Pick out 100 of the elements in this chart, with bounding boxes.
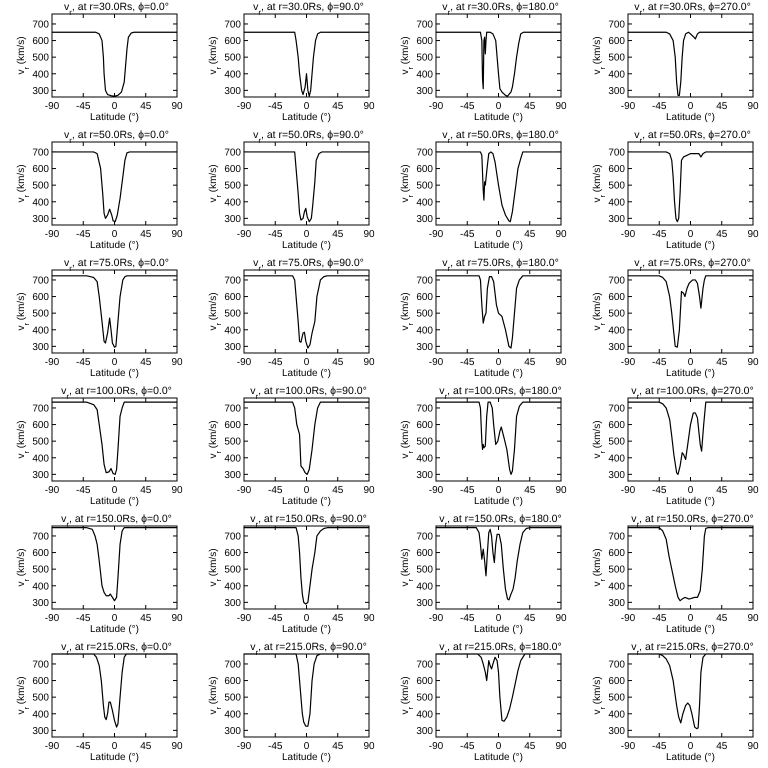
y-tick-label: 500 <box>224 436 242 448</box>
x-tick-label: 0 <box>496 741 502 752</box>
y-tick-label: 700 <box>608 403 626 414</box>
x-axis-title: Latitude (°) <box>474 368 524 379</box>
y-tick-label: 500 <box>608 308 626 320</box>
y-tick-label: 700 <box>224 19 242 30</box>
y-tick-label: 700 <box>416 403 434 414</box>
x-axis-title: Latitude (°) <box>90 240 140 251</box>
y-tick-label: 500 <box>224 180 242 192</box>
y-tick-label: 500 <box>608 52 626 64</box>
y-tick-label: 700 <box>416 275 434 286</box>
x-tick-label: 90 <box>171 741 183 752</box>
y-tick-label: 700 <box>224 147 242 158</box>
x-tick-label: 45 <box>524 229 536 240</box>
y-tick-label: 400 <box>224 709 242 720</box>
x-tick-label: 90 <box>171 357 183 368</box>
x-tick-label: 90 <box>171 613 183 624</box>
y-tick-label: 700 <box>224 275 242 286</box>
x-axis-title: Latitude (°) <box>282 752 332 763</box>
x-tick-label: 90 <box>747 741 759 752</box>
x-axis-title: Latitude (°) <box>666 112 716 123</box>
x-tick-label: -90 <box>620 357 636 368</box>
y-tick-label: 300 <box>416 86 434 97</box>
y-tick-label: 400 <box>224 325 242 336</box>
x-tick-label: -45 <box>460 229 475 240</box>
x-axis-title: Latitude (°) <box>282 368 332 379</box>
y-tick-label: 300 <box>416 470 434 481</box>
x-tick-label: 45 <box>140 357 152 368</box>
y-tick-label: 500 <box>32 308 50 320</box>
y-tick-label: 500 <box>224 564 242 576</box>
y-tick-label: 300 <box>224 86 242 97</box>
y-tick-label: 600 <box>32 420 50 432</box>
x-tick-label: 0 <box>688 229 694 240</box>
x-tick-label: 90 <box>747 357 759 368</box>
x-tick-label: -90 <box>236 613 252 624</box>
y-tick-label: 300 <box>416 342 434 353</box>
x-tick-label: -45 <box>268 485 283 496</box>
x-tick-label: 0 <box>496 101 502 112</box>
x-axis-title: Latitude (°) <box>474 240 524 251</box>
y-tick-label: 300 <box>416 598 434 609</box>
y-tick-label: 600 <box>416 292 434 304</box>
x-tick-label: 0 <box>688 485 694 496</box>
x-axis-title: Latitude (°) <box>666 368 716 379</box>
y-tick-label: 700 <box>32 659 50 670</box>
y-tick-label: 700 <box>608 275 626 286</box>
x-tick-label: -45 <box>268 229 283 240</box>
x-tick-label: -90 <box>620 229 636 240</box>
y-tick-label: 600 <box>224 676 242 688</box>
y-tick-label: 400 <box>416 581 434 592</box>
x-tick-label: 90 <box>171 229 183 240</box>
x-tick-label: 0 <box>496 357 502 368</box>
x-tick-label: 0 <box>688 357 694 368</box>
x-axis-title: Latitude (°) <box>282 240 332 251</box>
x-tick-label: -45 <box>652 613 667 624</box>
y-tick-label: 300 <box>608 342 626 353</box>
y-tick-label: 300 <box>32 86 50 97</box>
y-tick-label: 600 <box>224 36 242 48</box>
x-axis-title: Latitude (°) <box>474 496 524 507</box>
y-tick-label: 600 <box>608 292 626 304</box>
x-tick-label: -90 <box>44 613 60 624</box>
y-tick-label: 700 <box>32 531 50 542</box>
y-tick-label: 500 <box>32 180 50 192</box>
y-tick-label: 300 <box>608 214 626 225</box>
x-tick-label: -45 <box>652 101 667 112</box>
x-axis-title: Latitude (°) <box>90 624 140 635</box>
x-tick-label: 90 <box>363 357 375 368</box>
x-tick-label: 0 <box>688 101 694 112</box>
x-tick-label: 0 <box>496 485 502 496</box>
x-axis-title: Latitude (°) <box>282 112 332 123</box>
x-tick-label: -90 <box>620 613 636 624</box>
x-tick-label: 45 <box>524 485 536 496</box>
x-tick-label: -45 <box>460 485 475 496</box>
x-tick-label: 90 <box>555 357 567 368</box>
x-tick-label: 45 <box>716 741 728 752</box>
x-tick-label: 90 <box>747 613 759 624</box>
y-tick-label: 400 <box>608 581 626 592</box>
y-tick-label: 300 <box>416 726 434 737</box>
x-tick-label: 0 <box>304 101 310 112</box>
y-tick-label: 400 <box>32 709 50 720</box>
y-tick-label: 300 <box>608 598 626 609</box>
x-tick-label: -45 <box>460 101 475 112</box>
x-tick-label: -45 <box>76 741 91 752</box>
x-tick-label: 90 <box>555 613 567 624</box>
x-tick-label: -45 <box>268 101 283 112</box>
x-tick-label: -90 <box>620 485 636 496</box>
y-tick-label: 400 <box>32 69 50 80</box>
x-tick-label: 0 <box>304 229 310 240</box>
y-tick-label: 400 <box>32 453 50 464</box>
x-tick-label: 45 <box>332 613 344 624</box>
y-tick-label: 700 <box>224 403 242 414</box>
y-tick-label: 600 <box>416 36 434 48</box>
y-tick-label: 300 <box>224 214 242 225</box>
y-tick-label: 300 <box>608 86 626 97</box>
x-tick-label: 90 <box>747 101 759 112</box>
x-tick-label: 0 <box>112 613 118 624</box>
x-tick-label: 45 <box>716 613 728 624</box>
y-tick-label: 500 <box>416 308 434 320</box>
y-tick-label: 600 <box>32 292 50 304</box>
x-tick-label: -45 <box>460 357 475 368</box>
y-tick-label: 400 <box>32 197 50 208</box>
